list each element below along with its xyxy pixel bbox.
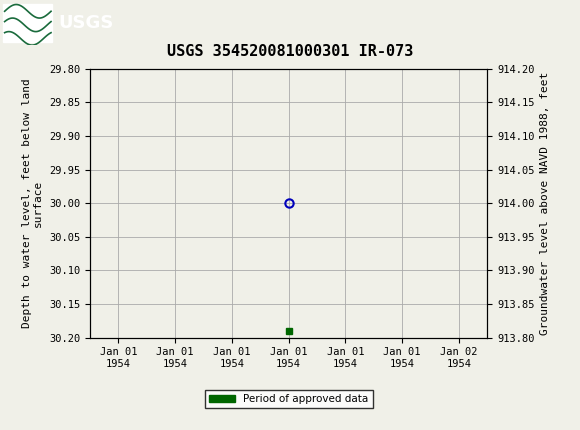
Bar [3, 3, 52, 42]
Text: USGS: USGS [58, 14, 113, 31]
Text: USGS 354520081000301 IR-073: USGS 354520081000301 IR-073 [167, 44, 413, 59]
Y-axis label: Depth to water level, feet below land
surface: Depth to water level, feet below land su… [22, 78, 44, 328]
Y-axis label: Groundwater level above NAVD 1988, feet: Groundwater level above NAVD 1988, feet [540, 71, 550, 335]
Legend: Period of approved data: Period of approved data [205, 390, 372, 408]
